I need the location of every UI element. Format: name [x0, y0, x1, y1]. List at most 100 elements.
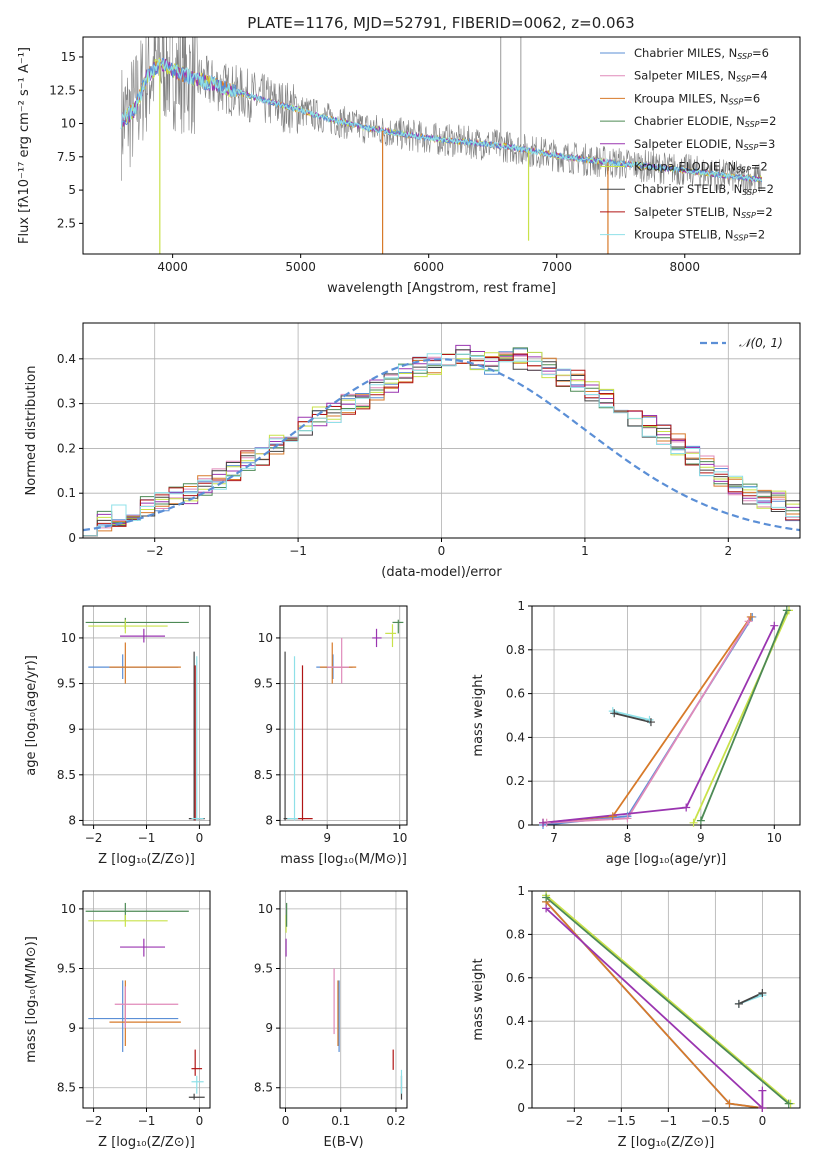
y-axis-label: Flux [fλ10⁻¹⁷ erg cm⁻² s⁻¹ A⁻¹]	[17, 47, 32, 244]
y-tick-label: 1	[517, 884, 525, 898]
x-axis-label: Z [log₁₀(Z/Z⊙)]	[98, 852, 195, 867]
x-tick-label: 8000	[669, 260, 700, 274]
y-tick-label: 0.6	[506, 687, 525, 701]
y-tick-label: 9	[265, 1021, 273, 1035]
x-tick-label: 9	[697, 831, 705, 845]
x-axis-label: Z [log₁₀(Z/Z⊙)]	[618, 1135, 715, 1150]
marker-kroupa_miles	[725, 1099, 734, 1108]
x-tick-label: −1	[138, 1114, 156, 1128]
series-chabrier_elodie	[545, 896, 790, 1105]
legend-label: Salpeter ELODIE, NSSP=3	[634, 137, 775, 152]
y-tick-label: 8.5	[254, 1081, 273, 1095]
x-tick-label: 0.1	[331, 1114, 350, 1128]
marker-salpeter_elodie	[542, 904, 551, 913]
panels: 4000 5000 6000 7000 80002.557.51012.515wavel…	[17, 36, 801, 1150]
x-tick-label: 2	[724, 544, 732, 558]
x-axis-label: Z [log₁₀(Z/Z⊙)]	[98, 1135, 195, 1150]
legend-label: Chabrier ELODIE, NSSP=2	[634, 114, 776, 129]
x-axis-label: mass [log₁₀(M/M⊙)]	[280, 852, 407, 867]
page-title: PLATE=1176, MJD=52791, FIBERID=0062, z=0…	[247, 14, 634, 32]
x-tick-label: 8	[624, 831, 632, 845]
plot-area	[83, 344, 800, 537]
x-tick-label: −0.5	[701, 1114, 730, 1128]
series-chabrier_elodie	[700, 610, 788, 821]
y-tick-label: 10	[61, 117, 76, 131]
y-tick-label: 9.5	[57, 677, 76, 691]
marker-kroupa_stelib	[645, 715, 654, 724]
axes-frame	[279, 890, 408, 1109]
y-tick-label: 7.5	[57, 150, 76, 164]
legend-label: Chabrier MILES, NSSP=6	[634, 46, 769, 61]
legend: Chabrier MILES, NSSP=6 Salpeter MILES, NS…	[600, 46, 776, 243]
marker-chabrier_elodie	[784, 1099, 793, 1108]
legend-label: Salpeter STELIB, NSSP=2	[634, 205, 773, 220]
x-tick-label: −2	[565, 1114, 583, 1128]
y-tick-label: 0	[517, 1101, 525, 1115]
x-axis-label: E(B-V)	[323, 1135, 363, 1150]
x-axis-label: wavelength [Angstrom, rest frame]	[327, 281, 556, 296]
axes-frame	[531, 605, 801, 826]
panel-massweight_vs_Z: −2 −1.5 −1 −0.5 0 0 0.2 0.4 0.6 0.8 1 Z [log₁₀(Z/Z⊙…	[471, 884, 801, 1150]
plot-area	[283, 619, 404, 821]
marker-chabrier_elodie	[542, 893, 551, 902]
y-tick-label: 0.4	[506, 730, 525, 744]
axes-frame	[82, 36, 801, 255]
marker-chabrier_elodie	[696, 816, 705, 825]
x-tick-label: 6000	[413, 260, 444, 274]
y-tick-label: 5	[68, 183, 76, 197]
legend-label: Chabrier STELIB, NSSP=2	[634, 182, 774, 197]
y-tick-label: 2.5	[57, 216, 76, 230]
y-tick-label: 8	[265, 813, 273, 827]
legend-label: Kroupa MILES, NSSP=6	[634, 91, 760, 106]
y-tick-label: 0.1	[57, 486, 76, 500]
plot-area	[542, 610, 790, 825]
series-kroupa_stelib	[612, 710, 650, 721]
x-tick-label: 10	[392, 831, 407, 845]
y-tick-label: 15	[61, 50, 76, 64]
y-tick-label: 0.4	[506, 1014, 525, 1028]
y-tick-label: 9	[68, 1021, 76, 1035]
plot-area	[85, 902, 205, 1100]
y-axis-label: Normed distribution	[24, 366, 39, 496]
legend-label: 𝒩(0, 1)	[739, 336, 783, 350]
y-tick-label: 8	[68, 813, 76, 827]
y-tick-label: 0	[68, 531, 76, 545]
series-salpeter_elodie	[545, 907, 764, 1108]
y-tick-label: 0	[517, 818, 525, 832]
marker-salpeter_miles	[744, 617, 753, 626]
panel-residuals: −2 −1 0 1 2 0 0.1 0.2 0.3 0.4 (data-model)/error No…	[24, 322, 801, 580]
y-tick-label: 0.2	[506, 1058, 525, 1072]
x-tick-label: 0	[282, 1114, 290, 1128]
marker-chabrier_stelib	[734, 999, 743, 1008]
x-tick-label: −1	[289, 544, 307, 558]
x-tick-label: 7000	[541, 260, 572, 274]
marker-chabrier_elodie	[782, 606, 791, 615]
panel-mass_vs_ebv: 0 0.1 0.2 8.5 9 9.5 10 E(B-V)	[254, 890, 408, 1150]
y-axis-label: mass weight	[471, 674, 486, 756]
y-axis-label: age [log₁₀(age/yr)]	[24, 655, 39, 776]
x-axis-label: age [log₁₀(age/yr)]	[606, 852, 727, 867]
marker-kroupa_miles	[746, 612, 755, 621]
y-tick-label: 9	[68, 722, 76, 736]
series-kroupa_elodie	[545, 894, 792, 1105]
y-tick-label: 10	[61, 631, 76, 645]
y-axis-label: mass weight	[471, 958, 486, 1040]
axes-frame	[279, 605, 408, 826]
x-tick-label: 0	[759, 1114, 767, 1128]
y-tick-label: 9	[265, 722, 273, 736]
x-tick-label: −2	[85, 1114, 103, 1128]
normal-curve	[83, 358, 800, 532]
panel-age_vs_Z: −2 −1 0 8 8.5 9 9.5 10 Z [log₁₀(Z/Z⊙)] age [log₁₀…	[24, 605, 211, 867]
x-tick-label: 0	[196, 1114, 204, 1128]
x-tick-label: −1.5	[607, 1114, 636, 1128]
x-tick-label: 5000	[285, 260, 316, 274]
panel-age_vs_mass: 9 10 8 8.5 9 9.5 10 mass [log₁₀(M/M⊙)]	[254, 605, 408, 867]
marker-salpeter_elodie	[770, 621, 779, 630]
y-tick-label: 9.5	[57, 962, 76, 976]
y-tick-label: 9.5	[254, 962, 273, 976]
y-tick-label: 0.8	[506, 927, 525, 941]
legend-label: Kroupa ELODIE, NSSP=2	[634, 160, 768, 175]
x-tick-label: 0.2	[386, 1114, 405, 1128]
x-axis-label: (data-model)/error	[381, 565, 502, 580]
